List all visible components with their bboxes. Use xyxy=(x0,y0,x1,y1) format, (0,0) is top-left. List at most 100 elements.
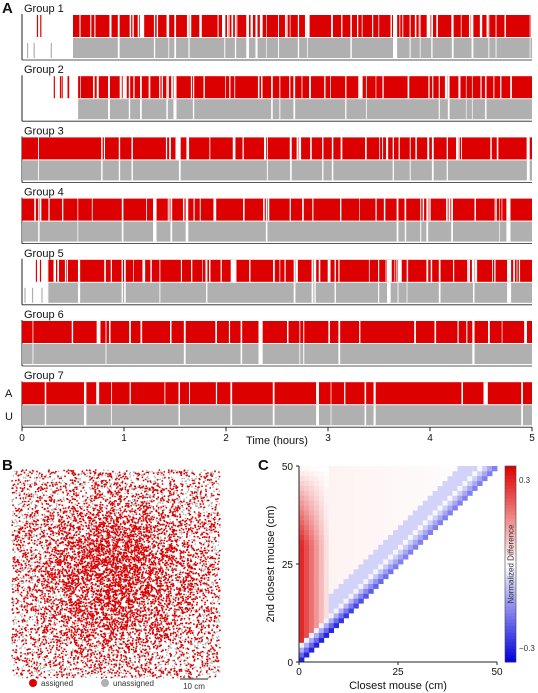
assigned-point xyxy=(188,630,191,633)
unassigned-point xyxy=(26,532,29,535)
assigned-point xyxy=(41,575,43,578)
unassigned-point xyxy=(144,613,147,616)
unassigned-point xyxy=(73,551,75,554)
unassigned-point xyxy=(153,611,155,613)
unassigned-point xyxy=(40,671,43,674)
unassigned-point xyxy=(112,632,114,635)
unassigned-point xyxy=(117,598,120,601)
unassigned-point xyxy=(37,611,40,614)
unassigned-point xyxy=(199,591,201,594)
unassigned-point xyxy=(60,666,63,668)
assigned-point xyxy=(177,593,180,595)
unassigned-point xyxy=(12,650,14,652)
unassigned-point xyxy=(115,645,118,647)
assigned-point xyxy=(111,562,114,565)
unassigned-point xyxy=(91,527,93,529)
assigned-point xyxy=(17,561,19,564)
unassigned-point xyxy=(93,634,95,636)
unassigned-point xyxy=(181,584,183,586)
unassigned-point xyxy=(170,539,172,542)
unassigned-point xyxy=(106,556,109,558)
unassigned-point xyxy=(83,648,86,650)
assigned-point xyxy=(170,540,173,542)
assigned-point xyxy=(112,578,114,581)
unassigned-point xyxy=(30,516,32,518)
unassigned-point xyxy=(101,586,103,589)
unassigned-point xyxy=(160,543,162,546)
unassigned-point xyxy=(129,661,132,663)
unassigned-point xyxy=(173,662,176,665)
unassigned-point xyxy=(155,610,158,612)
unassigned-point xyxy=(149,594,151,597)
unassigned-point xyxy=(35,511,37,514)
unassigned-point xyxy=(113,653,116,655)
unassigned-point xyxy=(18,516,20,519)
assigned-point xyxy=(21,555,24,558)
unassigned-point xyxy=(36,494,38,496)
assigned-point xyxy=(12,564,14,567)
unassigned-point xyxy=(170,589,172,591)
assigned-point xyxy=(211,483,214,486)
unassigned-point xyxy=(115,477,118,480)
unassigned-point xyxy=(192,498,194,501)
unassigned-point xyxy=(135,668,137,671)
unassigned-point xyxy=(123,570,125,573)
assigned-point xyxy=(50,648,52,651)
unassigned-point xyxy=(52,482,55,484)
unassigned-point xyxy=(37,649,40,651)
unassigned-point xyxy=(57,513,60,516)
unassigned-point xyxy=(217,598,220,601)
unassigned-point xyxy=(63,670,65,672)
assigned-gap xyxy=(492,259,493,282)
unassigned-point xyxy=(132,527,134,530)
unassigned-point xyxy=(81,659,84,662)
unassigned-point xyxy=(180,612,183,614)
unassigned-point xyxy=(153,493,156,495)
unassigned-point xyxy=(71,515,74,517)
unassigned-point xyxy=(106,643,108,646)
unassigned-point xyxy=(44,523,46,525)
unassigned-point xyxy=(167,614,170,617)
unassigned-point xyxy=(54,650,57,652)
unassigned-point xyxy=(47,525,50,528)
unassigned-point xyxy=(87,665,89,668)
unassigned-point xyxy=(200,659,202,661)
unassigned-point xyxy=(174,505,177,508)
assigned-point xyxy=(185,607,188,610)
assigned-point xyxy=(179,594,181,596)
unassigned-point xyxy=(216,656,219,658)
unassigned-point xyxy=(84,481,87,483)
assigned-point xyxy=(82,518,84,521)
unassigned-point xyxy=(211,601,214,604)
unassigned-point xyxy=(190,664,193,666)
assigned-point xyxy=(137,579,140,582)
unassigned-point xyxy=(32,496,35,498)
assigned-gap xyxy=(459,76,461,99)
assigned-gap xyxy=(526,137,529,160)
unassigned-point xyxy=(54,492,56,494)
assigned-point xyxy=(207,512,210,515)
assigned-point xyxy=(121,596,123,599)
unassigned-point xyxy=(101,519,103,522)
unassigned-point xyxy=(90,649,93,651)
assigned-point xyxy=(188,564,191,567)
assigned-gap xyxy=(409,15,411,37)
unassigned-point xyxy=(134,619,136,622)
unassigned-point xyxy=(83,603,85,606)
unassigned-point xyxy=(80,551,82,554)
unassigned-point xyxy=(152,601,154,603)
unassigned-point xyxy=(135,521,138,524)
assigned-gap xyxy=(365,76,367,99)
unassigned-point xyxy=(185,626,187,629)
unassigned-point xyxy=(105,640,107,642)
unassigned-point xyxy=(214,643,217,646)
assigned-point xyxy=(106,568,109,571)
unassigned-point xyxy=(164,505,166,507)
unassigned-point xyxy=(107,487,110,490)
unassigned-point xyxy=(96,604,98,606)
unassigned-point xyxy=(26,589,28,591)
unassigned-point xyxy=(15,485,18,487)
unassigned-point xyxy=(135,594,138,596)
assigned-point xyxy=(132,582,135,584)
unassigned-point xyxy=(11,657,14,659)
